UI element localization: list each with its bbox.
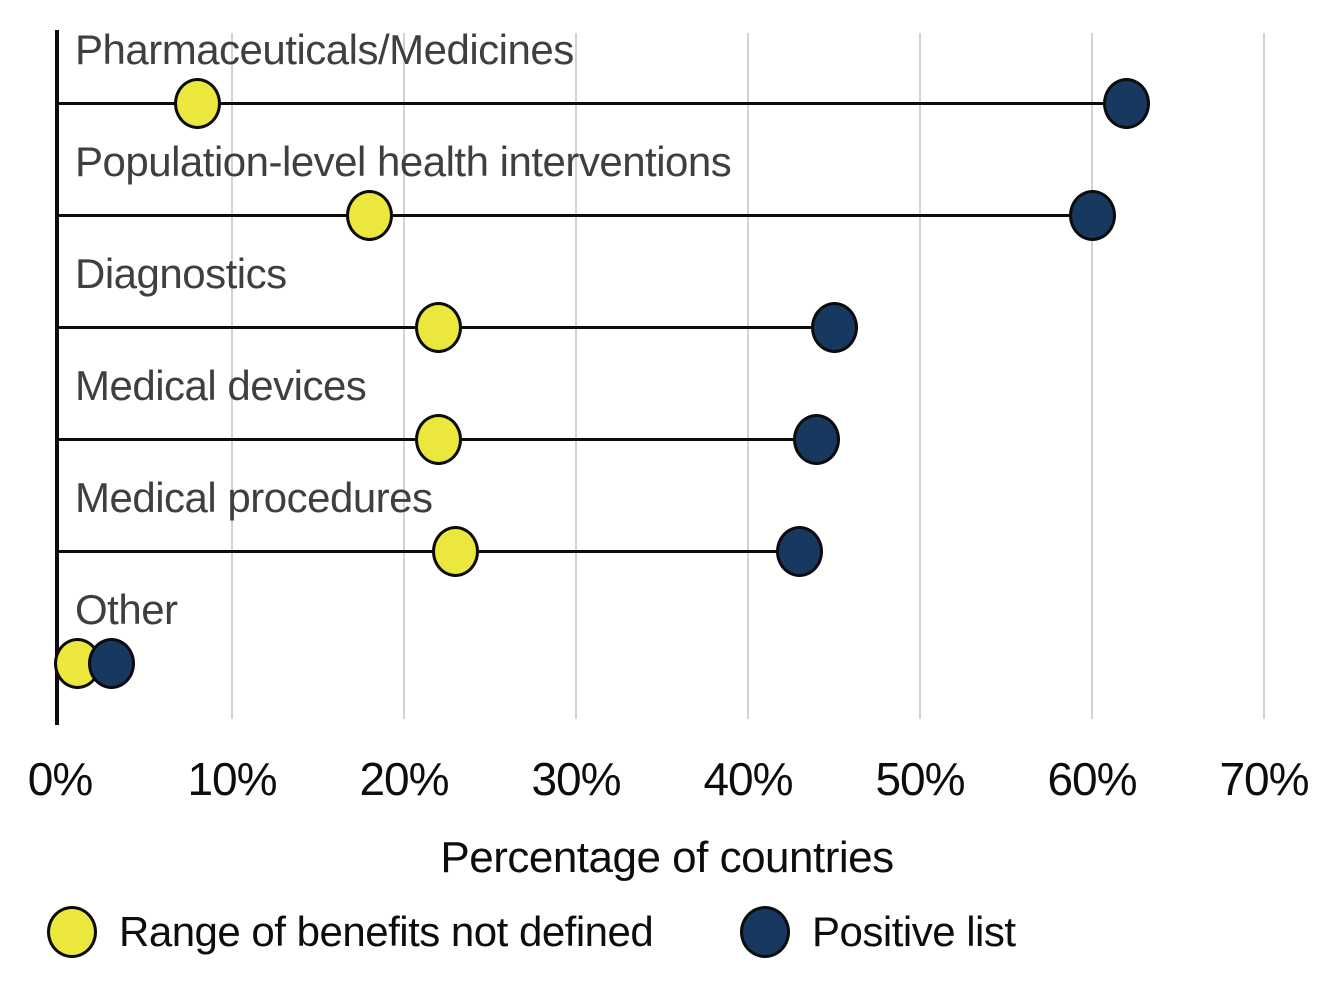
row-connector-line bbox=[57, 214, 1092, 217]
dot-positive-list bbox=[793, 413, 841, 465]
gridline-10 bbox=[231, 33, 233, 719]
dot-range-not-defined bbox=[346, 189, 394, 241]
dot-positive-list bbox=[88, 637, 136, 689]
x-tick-label: 0% bbox=[27, 753, 93, 805]
legend-swatch-positive-list-icon bbox=[740, 906, 790, 958]
category-label: Other bbox=[75, 586, 178, 633]
category-label: Population-level health interventions bbox=[75, 138, 732, 185]
gridline-20 bbox=[403, 33, 405, 719]
row-connector-line bbox=[57, 550, 800, 553]
gridline-40 bbox=[747, 33, 749, 719]
y-axis-line bbox=[55, 30, 59, 725]
x-tick-label: 50% bbox=[875, 753, 965, 805]
x-tick-label: 70% bbox=[1219, 753, 1309, 805]
category-label: Diagnostics bbox=[75, 250, 287, 297]
x-tick-label: 40% bbox=[703, 753, 793, 805]
dot-range-not-defined bbox=[174, 77, 222, 129]
dot-positive-list bbox=[1102, 77, 1150, 129]
x-tick-label: 10% bbox=[187, 753, 277, 805]
gridline-70 bbox=[1263, 33, 1265, 719]
dot-range-not-defined bbox=[414, 413, 462, 465]
dot-positive-list bbox=[1068, 189, 1116, 241]
x-tick-label: 30% bbox=[531, 753, 621, 805]
dot-range-not-defined bbox=[414, 301, 462, 353]
row-connector-line bbox=[57, 102, 1127, 105]
legend-label-range-not-defined: Range of benefits not defined bbox=[119, 908, 654, 955]
dot-positive-list bbox=[810, 301, 858, 353]
category-label: Pharmaceuticals/Medicines bbox=[75, 26, 574, 73]
x-tick-label: 20% bbox=[359, 753, 449, 805]
x-tick-label: 60% bbox=[1047, 753, 1137, 805]
legend-swatch-range-not-defined-icon bbox=[47, 906, 97, 958]
category-label: Medical devices bbox=[75, 362, 367, 409]
category-label: Medical procedures bbox=[75, 474, 433, 521]
gridline-50 bbox=[919, 33, 921, 719]
dot-positive-list bbox=[776, 525, 824, 577]
x-axis-title: Percentage of countries bbox=[440, 833, 894, 882]
gridline-60 bbox=[1091, 33, 1093, 719]
legend-label-positive-list: Positive list bbox=[812, 908, 1016, 955]
legend-item-range-not-defined: Range of benefits not defined bbox=[47, 903, 654, 961]
gridline-30 bbox=[575, 33, 577, 719]
legend: Range of benefits not defined Positive l… bbox=[0, 903, 1334, 961]
dot-range-not-defined bbox=[432, 525, 480, 577]
legend-item-positive-list: Positive list bbox=[740, 903, 1016, 961]
